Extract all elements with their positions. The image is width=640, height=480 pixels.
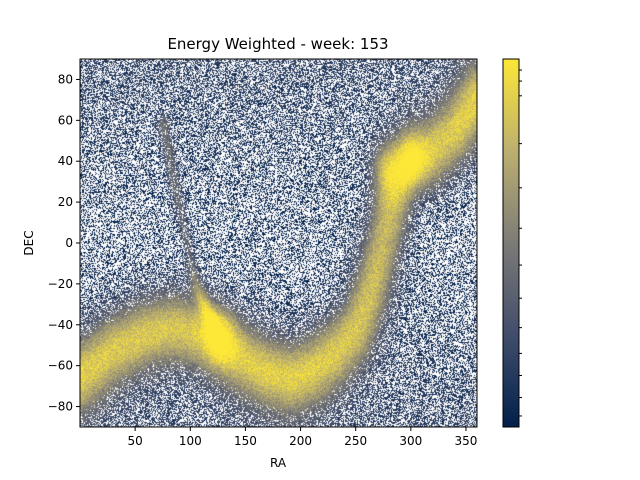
y-tick-label: 80: [58, 72, 73, 86]
x-tick-label: 50: [127, 434, 142, 448]
y-tick-label: −40: [48, 318, 73, 332]
x-tick-label: 150: [234, 434, 257, 448]
x-axis-label: RA: [270, 456, 287, 470]
x-tick-label: 200: [289, 434, 312, 448]
x-tick-label: 350: [455, 434, 478, 448]
plot-area: [79, 58, 478, 428]
y-tick-label: −80: [48, 400, 73, 414]
y-tick-label: −20: [48, 277, 73, 291]
chart-title: Energy Weighted - week: 153: [167, 35, 388, 53]
y-tick-label: 40: [58, 154, 73, 168]
y-axis: −80 −60 −40 −20 0 20 40 60 80: [48, 72, 80, 414]
colorbar-ticks: [519, 69, 522, 417]
y-tick-label: 60: [58, 113, 73, 127]
x-axis: 50 100 150 200 250 300 350: [127, 427, 477, 448]
x-tick-label: 250: [344, 434, 367, 448]
x-tick-label: 300: [399, 434, 422, 448]
x-tick-label: 100: [179, 434, 202, 448]
y-tick-label: −60: [48, 359, 73, 373]
heatmap-container: [80, 59, 477, 427]
y-axis-label: DEC: [22, 230, 36, 255]
colorbar: [502, 58, 522, 428]
colorbar-gradient: [502, 58, 520, 428]
y-tick-label: 0: [65, 236, 73, 250]
y-tick-label: 20: [58, 195, 73, 209]
heatmap-canvas: [80, 59, 477, 427]
